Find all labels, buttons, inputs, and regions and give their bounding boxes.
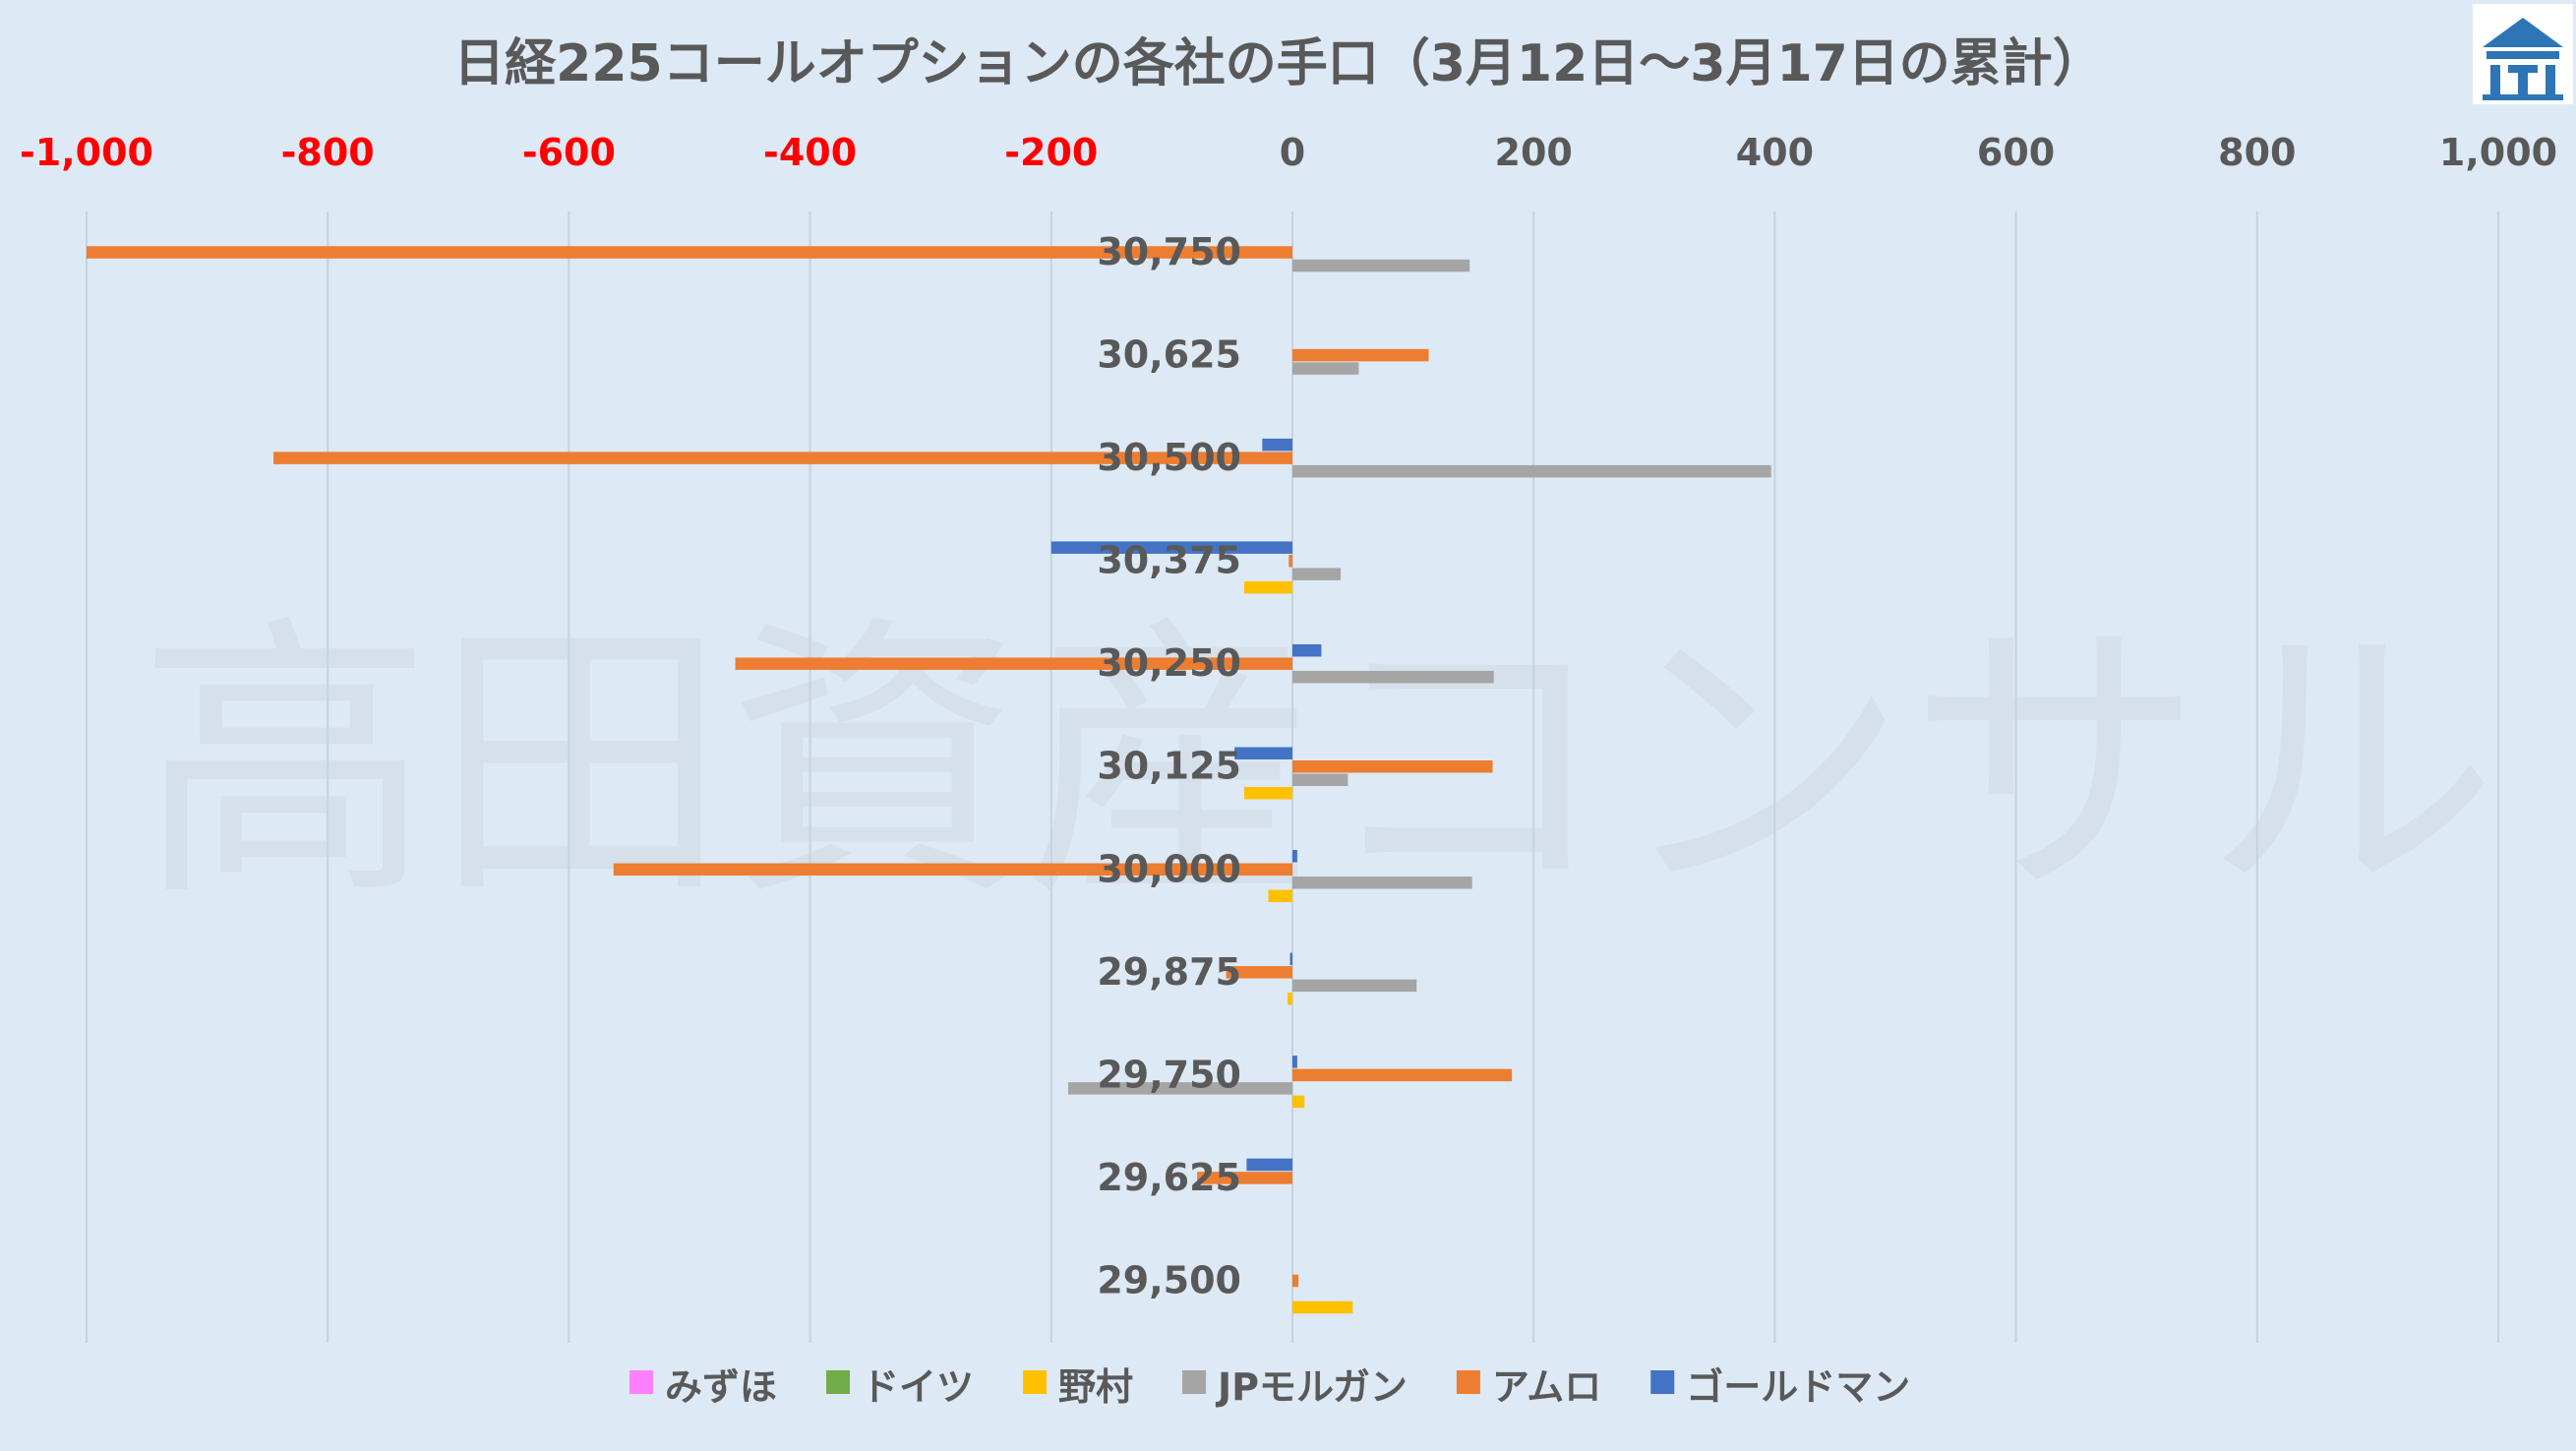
legend-swatch — [1023, 1370, 1048, 1394]
category-label: 29,500 — [1097, 1258, 1241, 1301]
x-tick-label: 200 — [1495, 131, 1573, 174]
legend-swatch — [826, 1370, 851, 1394]
bar — [1292, 850, 1297, 863]
category-label: 29,750 — [1097, 1053, 1241, 1096]
bar — [1226, 966, 1292, 979]
bar — [1268, 889, 1292, 903]
legend-label: ゴールドマン — [1686, 1365, 1910, 1409]
bar — [1292, 362, 1359, 375]
bar — [1289, 952, 1292, 966]
bar — [1292, 464, 1771, 478]
bar — [1292, 670, 1494, 684]
category-label: 30,750 — [1097, 230, 1241, 273]
bar — [1197, 1172, 1292, 1184]
x-tick-label: -800 — [281, 131, 375, 174]
bar — [1243, 787, 1292, 800]
category-label: 30,125 — [1097, 745, 1241, 788]
bars-group — [87, 246, 1771, 1314]
bar — [1292, 568, 1342, 580]
x-tick-label: 0 — [1280, 131, 1305, 174]
x-tick-label: -1,000 — [20, 131, 153, 174]
bar — [1288, 554, 1292, 568]
bar — [1292, 760, 1493, 773]
legend-swatch — [1456, 1370, 1480, 1394]
bar — [1292, 773, 1348, 786]
bar — [273, 452, 1292, 464]
bar — [613, 863, 1292, 877]
x-tick-label: 400 — [1736, 131, 1814, 174]
bar — [1288, 993, 1292, 1005]
bar — [1234, 747, 1292, 759]
legend-label: アムロ — [1492, 1365, 1601, 1409]
bar — [1292, 1300, 1353, 1314]
bar — [1246, 1158, 1292, 1172]
category-labels: 30,750 30,625 30,500 30,375 30,250 30,125 30,0… — [1097, 230, 1241, 1301]
bar — [1292, 979, 1417, 993]
legend-swatch — [629, 1370, 653, 1394]
bar — [1292, 259, 1470, 272]
category-label: 29,875 — [1097, 950, 1241, 994]
category-label: 30,000 — [1097, 847, 1241, 890]
bar — [1292, 348, 1429, 362]
gridlines — [86, 212, 2499, 1343]
bar — [1292, 1274, 1299, 1288]
x-tick-label: -400 — [763, 131, 857, 174]
legend-label: みずほ — [665, 1365, 777, 1409]
bar — [1292, 1056, 1297, 1068]
legend-label: 野村 — [1058, 1365, 1133, 1409]
x-tick-label: 1,000 — [2439, 131, 2557, 174]
chart-title: 日経225コールオプションの各社の手口（3月12日～3月17日の累計） — [453, 34, 2104, 93]
bar — [1292, 1095, 1305, 1109]
bar — [1292, 643, 1322, 657]
legend-swatch — [1650, 1370, 1675, 1394]
bar — [1292, 877, 1472, 889]
bar — [1050, 541, 1292, 554]
category-label: 30,250 — [1097, 641, 1241, 685]
bar — [1243, 580, 1292, 594]
legend-label: JPモルガン — [1215, 1365, 1408, 1409]
bar — [1292, 1068, 1513, 1082]
x-tick-label: -600 — [522, 131, 616, 174]
x-tick-label: -200 — [1004, 131, 1098, 174]
bar — [87, 246, 1292, 259]
category-label: 30,625 — [1097, 333, 1241, 377]
logo-icon — [2473, 4, 2573, 104]
legend: みずほ ドイツ 野村 JPモルガン アムロ ゴールドマン — [629, 1365, 1910, 1409]
x-tick-label: 600 — [1977, 131, 2055, 174]
category-label: 30,375 — [1097, 539, 1241, 582]
x-axis-ticks: -1,000 -800 -600 -400 -200 0 200 400 600 800 1,000 — [20, 131, 2557, 174]
legend-swatch — [1182, 1370, 1207, 1394]
bar — [735, 657, 1292, 670]
bar — [1262, 438, 1292, 452]
category-label: 30,500 — [1097, 436, 1241, 479]
x-tick-label: 800 — [2218, 131, 2296, 174]
legend-label: ドイツ — [862, 1365, 974, 1409]
category-label: 29,625 — [1097, 1156, 1241, 1199]
bar — [1067, 1082, 1292, 1095]
